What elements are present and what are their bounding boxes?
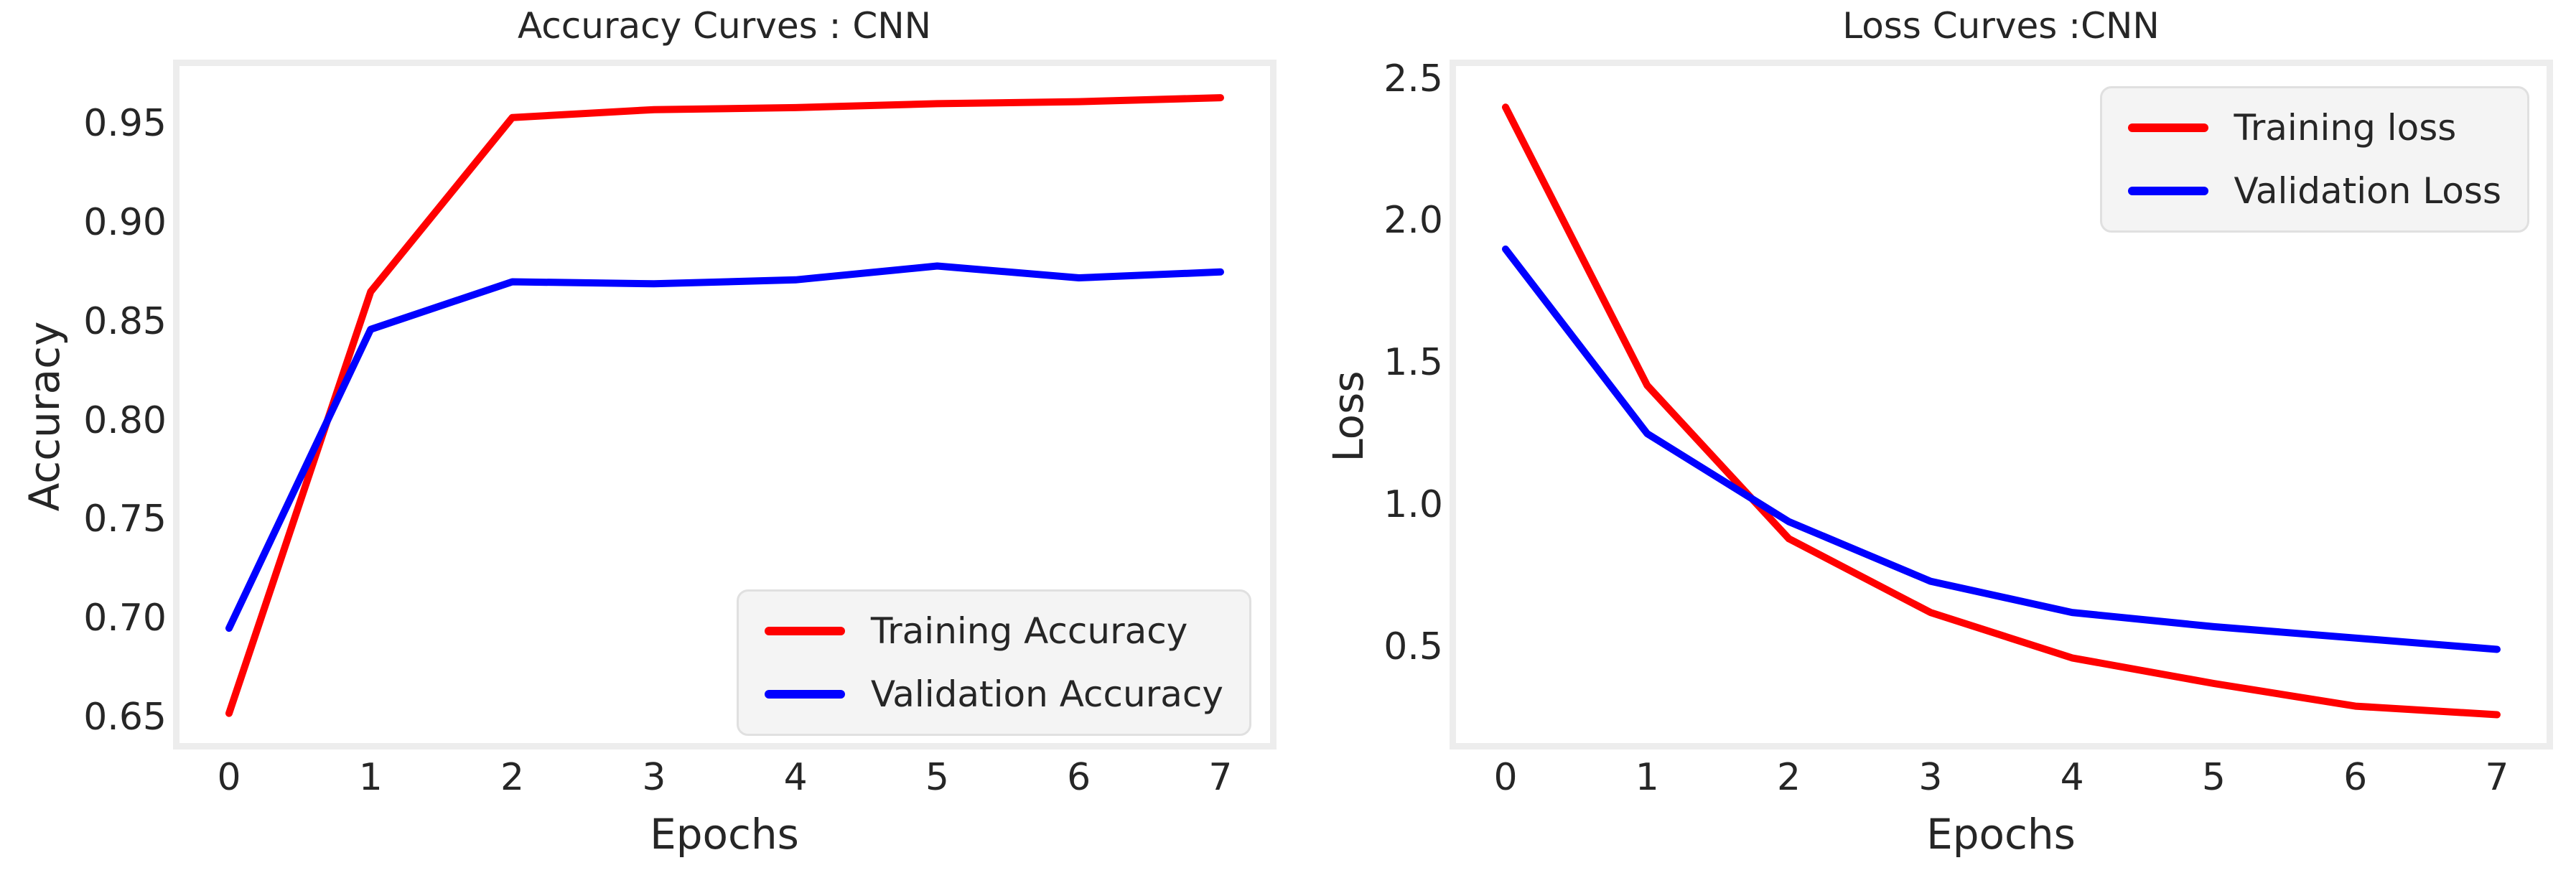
legend-box: Training loss Validation Loss <box>2099 86 2529 233</box>
x-tick-label: 0 <box>217 756 241 799</box>
x-tick-label: 2 <box>1777 756 1801 799</box>
y-tick-label: 0.90 <box>83 200 167 244</box>
y-axis-label: Loss <box>1324 370 1373 462</box>
y-tick-label: 0.80 <box>83 398 167 442</box>
x-axis-label: Epochs <box>1926 810 2076 859</box>
x-tick-label: 1 <box>358 756 383 799</box>
x-tick-label: 1 <box>1635 756 1659 799</box>
y-tick-label: 0.5 <box>1383 625 1443 668</box>
plot-area: Training loss Validation Loss <box>1450 60 2553 750</box>
legend-label: Validation Loss <box>2234 170 2501 212</box>
legend-line-swatch <box>764 690 845 699</box>
series-line-1 <box>1502 246 2501 653</box>
x-tick-label: 2 <box>500 756 525 799</box>
plot-lines <box>225 94 1224 717</box>
x-tick-label: 3 <box>642 756 666 799</box>
legend-entry: Validation Accuracy <box>764 673 1223 715</box>
y-tick-label: 1.0 <box>1383 482 1443 526</box>
legend-label: Training loss <box>2234 107 2457 149</box>
y-tick-label: 0.70 <box>83 597 167 640</box>
legend-box: Training Accuracy Validation Accuracy <box>736 589 1251 736</box>
chart-title: Loss Curves :CNN <box>1842 5 2160 47</box>
x-tick-label: 3 <box>1918 756 1943 799</box>
legend-line-swatch <box>2127 187 2208 195</box>
y-tick-label: 0.85 <box>83 299 167 343</box>
legend-entry: Training Accuracy <box>764 610 1223 652</box>
y-tick-label: 1.5 <box>1383 341 1443 385</box>
x-tick-label: 7 <box>1208 756 1233 799</box>
x-axis-label: Epochs <box>650 810 799 859</box>
legend-entry: Training loss <box>2127 107 2501 149</box>
x-tick-label: 4 <box>2060 756 2084 799</box>
x-tick-label: 5 <box>925 756 949 799</box>
plot-area: Training Accuracy Validation Accuracy <box>173 60 1277 750</box>
legend-line-swatch <box>764 627 845 635</box>
chart-title: Accuracy Curves : CNN <box>517 5 932 47</box>
x-tick-label: 7 <box>2485 756 2509 799</box>
x-tick-label: 5 <box>2201 756 2226 799</box>
y-tick-label: 0.75 <box>83 498 167 541</box>
y-tick-label: 2.0 <box>1383 199 1443 243</box>
x-tick-label: 6 <box>1067 756 1091 799</box>
legend-entry: Validation Loss <box>2127 170 2501 212</box>
y-tick-label: 2.5 <box>1383 57 1443 101</box>
series-line-1 <box>225 262 1224 632</box>
x-tick-label: 0 <box>1493 756 1518 799</box>
legend-line-swatch <box>2127 123 2208 132</box>
x-tick-label: 6 <box>2343 756 2368 799</box>
x-tick-label: 4 <box>783 756 808 799</box>
series-line-0 <box>225 94 1224 717</box>
legend-label: Validation Accuracy <box>870 673 1223 715</box>
y-axis-label: Accuracy <box>20 321 69 512</box>
series-line-0 <box>1502 103 2501 719</box>
plot-lines <box>1502 103 2501 719</box>
y-tick-label: 0.95 <box>83 101 167 145</box>
legend-label: Training Accuracy <box>870 610 1188 652</box>
y-tick-label: 0.65 <box>83 696 167 739</box>
